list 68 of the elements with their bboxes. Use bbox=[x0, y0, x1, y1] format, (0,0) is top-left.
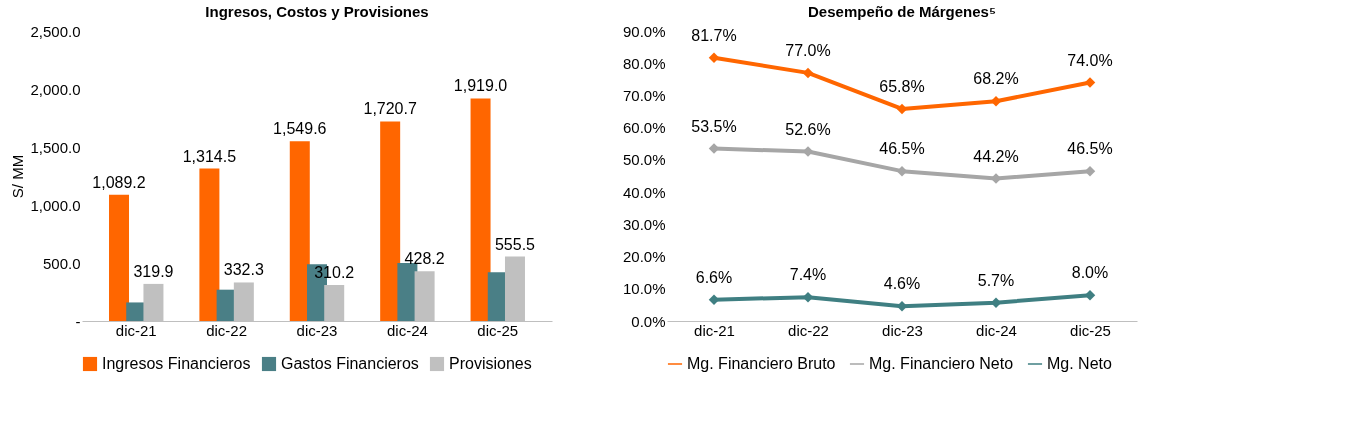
legend-label: Mg. Financiero Bruto bbox=[687, 355, 836, 372]
data-label: 1,720.7 bbox=[363, 100, 417, 118]
legend-label: Mg. Financiero Neto bbox=[869, 355, 1014, 372]
data-label: 46.5% bbox=[879, 140, 925, 158]
y-tick-label: 500.0 bbox=[42, 254, 81, 272]
bar bbox=[470, 98, 491, 321]
x-tick-label: dic-25 bbox=[477, 321, 519, 339]
x-tick-label: dic-24 bbox=[386, 321, 428, 339]
y-tick-label: 1,500.0 bbox=[30, 138, 81, 156]
data-label: 1,919.0 bbox=[453, 77, 508, 95]
y-tick-label: 30.0% bbox=[622, 215, 666, 233]
data-label: 1,089.2 bbox=[92, 173, 146, 191]
point bbox=[802, 67, 814, 79]
legend-label: Mg. Neto bbox=[1047, 355, 1113, 372]
x-tick-label: dic-22 bbox=[788, 321, 829, 339]
data-label: 46.5% bbox=[1067, 140, 1113, 158]
data-label: 53.5% bbox=[691, 117, 737, 135]
y-tick-label: 20.0% bbox=[622, 248, 666, 266]
data-label: 7.4% bbox=[789, 266, 827, 284]
bar bbox=[109, 194, 130, 321]
y-tick-label: 50.0% bbox=[622, 151, 666, 169]
x-tick-label: dic-22 bbox=[206, 321, 248, 339]
y-tick-label: 0.0% bbox=[631, 312, 666, 330]
y-axis-title: S/ MM bbox=[9, 154, 27, 199]
point bbox=[1084, 77, 1096, 88]
y-tick-label: 2,500.0 bbox=[30, 22, 81, 40]
data-label: 6.6% bbox=[695, 268, 733, 286]
data-label: 77.0% bbox=[785, 41, 831, 59]
x-tick-label: dic-23 bbox=[882, 321, 923, 339]
x-tick-label: dic-25 bbox=[1070, 321, 1111, 339]
data-label: 1,549.6 bbox=[273, 120, 327, 138]
bar bbox=[199, 168, 220, 321]
x-tick-label: dic-21 bbox=[115, 321, 157, 339]
data-label: 52.6% bbox=[785, 120, 831, 138]
legend-label: Ingresos Financieros bbox=[102, 355, 251, 372]
chart-title: Ingresos, Costos y Provisiones bbox=[205, 3, 429, 20]
data-label: 332.3 bbox=[223, 261, 264, 279]
data-label: 319.9 bbox=[133, 262, 174, 280]
data-label: 428.2 bbox=[404, 250, 445, 268]
data-label: 1,314.5 bbox=[182, 147, 237, 165]
data-label: 44.2% bbox=[973, 147, 1019, 165]
data-label: 555.5 bbox=[494, 235, 536, 253]
y-tick-label: 60.0% bbox=[622, 119, 666, 137]
bar bbox=[380, 121, 401, 321]
bar bbox=[397, 263, 418, 321]
y-tick-label: 1,000.0 bbox=[30, 196, 81, 214]
y-tick-label: 10.0% bbox=[622, 280, 666, 298]
bar bbox=[289, 141, 310, 321]
data-label: 8.0% bbox=[1071, 264, 1109, 282]
point bbox=[708, 52, 720, 63]
data-label: 5.7% bbox=[977, 271, 1015, 289]
x-tick-label: dic-24 bbox=[976, 321, 1017, 339]
legend-label: Provisiones bbox=[449, 355, 532, 372]
chart-title: Desempeño de Márgenes⁵ bbox=[808, 3, 996, 20]
y-tick-label: 40.0% bbox=[622, 183, 666, 201]
y-tick-label: 70.0% bbox=[622, 86, 666, 104]
y-tick-label: 80.0% bbox=[622, 54, 666, 72]
data-label: 74.0% bbox=[1067, 51, 1113, 69]
y-tick-label: 90.0% bbox=[622, 22, 666, 40]
data-label: 4.6% bbox=[883, 275, 921, 293]
legend-label: Gastos Financieros bbox=[281, 355, 419, 372]
data-label: 68.2% bbox=[973, 70, 1019, 88]
y-tick-label: 2,000.0 bbox=[30, 80, 81, 98]
x-tick-label: dic-23 bbox=[296, 321, 338, 339]
data-label: 65.8% bbox=[879, 77, 925, 95]
data-label: 81.7% bbox=[691, 26, 737, 44]
y-tick-label: - bbox=[75, 312, 81, 330]
x-tick-label: dic-21 bbox=[694, 321, 735, 339]
